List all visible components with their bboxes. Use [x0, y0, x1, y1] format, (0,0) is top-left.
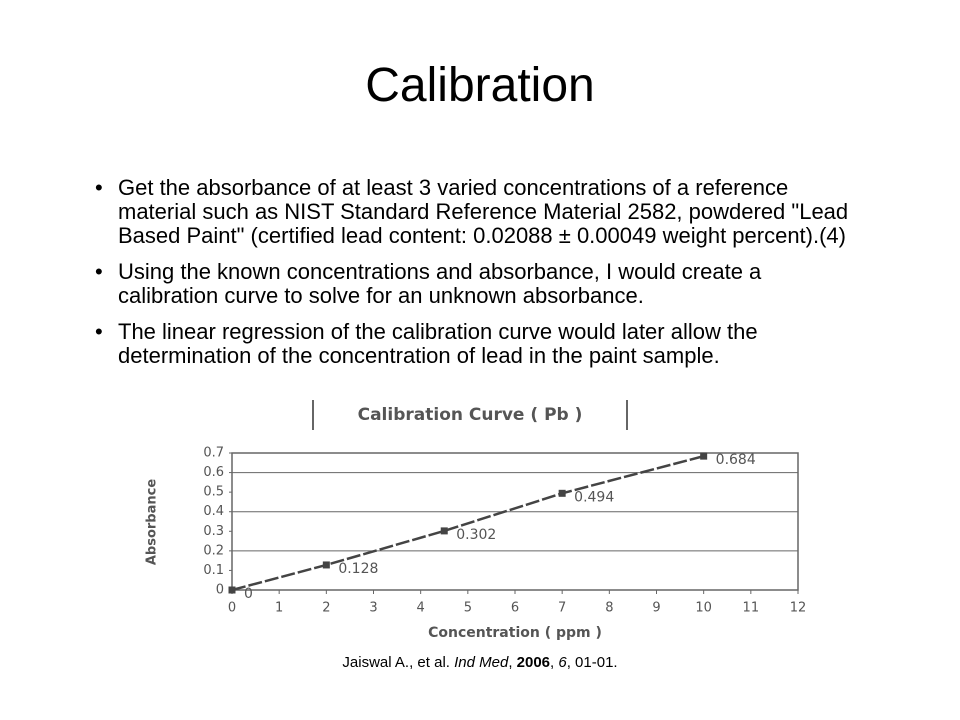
- slide-title: Calibration: [365, 59, 595, 112]
- x-tick-label: 8: [605, 601, 613, 616]
- x-tick-label: 11: [743, 601, 760, 616]
- series-line: [231, 454, 704, 592]
- point: [700, 452, 708, 460]
- y-tick-label: 0.3: [203, 524, 224, 539]
- x-tick-label: 4: [417, 601, 425, 616]
- x-axis-label: Concentration ( ppm ): [428, 625, 602, 641]
- point: [228, 586, 236, 594]
- x-tick-label: 0: [228, 601, 236, 616]
- x-tick-label: 3: [369, 601, 377, 616]
- bullet-list: Get the absorbance of at least 3 varied …: [95, 176, 865, 380]
- x-tick-label: 10: [695, 601, 712, 616]
- citation-part: 2006: [516, 654, 551, 671]
- y-tick-label: 0.6: [203, 465, 224, 480]
- data-label: 0.302: [456, 527, 496, 543]
- point: [440, 527, 448, 535]
- data-label: 0: [244, 586, 253, 602]
- citation-part: Ind Med: [454, 654, 509, 671]
- y-tick-label: 0.5: [203, 485, 224, 500]
- citation-part: , 01-01.: [566, 654, 618, 671]
- citation-part: Jaiswal A., et al.: [342, 654, 455, 671]
- y-axis-label: Absorbance: [145, 479, 160, 565]
- x-tick-label: 7: [558, 601, 566, 616]
- bullet: Get the absorbance of at least 3 varied …: [95, 176, 865, 248]
- bullet: The linear regression of the calibration…: [95, 320, 865, 368]
- plot-frame: [231, 452, 799, 591]
- x-tick-label: 12: [790, 601, 807, 616]
- bullet: Using the known concentrations and absor…: [95, 260, 865, 308]
- y-tick-label: 0.1: [203, 563, 224, 578]
- chart-title: Calibration Curve ( Pb ): [358, 405, 583, 425]
- citation: Jaiswal A., et al. Ind Med, 2006, 6, 01-…: [0, 654, 960, 671]
- y-tick-label: 0: [216, 583, 224, 598]
- x-tick-label: 6: [511, 601, 519, 616]
- point: [558, 489, 566, 497]
- x-tick-label: 9: [652, 601, 660, 616]
- point: [322, 561, 330, 569]
- data-label: 0.494: [574, 489, 614, 505]
- citation-part: 6: [558, 654, 567, 671]
- citation-part: ,: [508, 654, 517, 671]
- x-tick-label: 1: [275, 601, 283, 616]
- y-tick-label: 0.7: [203, 446, 224, 461]
- y-tick-label: 0.4: [203, 504, 224, 519]
- data-label: 0.684: [716, 452, 756, 468]
- x-tick-label: 5: [464, 601, 472, 616]
- data-label: 0.128: [338, 561, 378, 577]
- citation-part: ,: [550, 654, 559, 671]
- y-tick-label: 0.2: [203, 543, 224, 558]
- x-tick-label: 2: [322, 601, 330, 616]
